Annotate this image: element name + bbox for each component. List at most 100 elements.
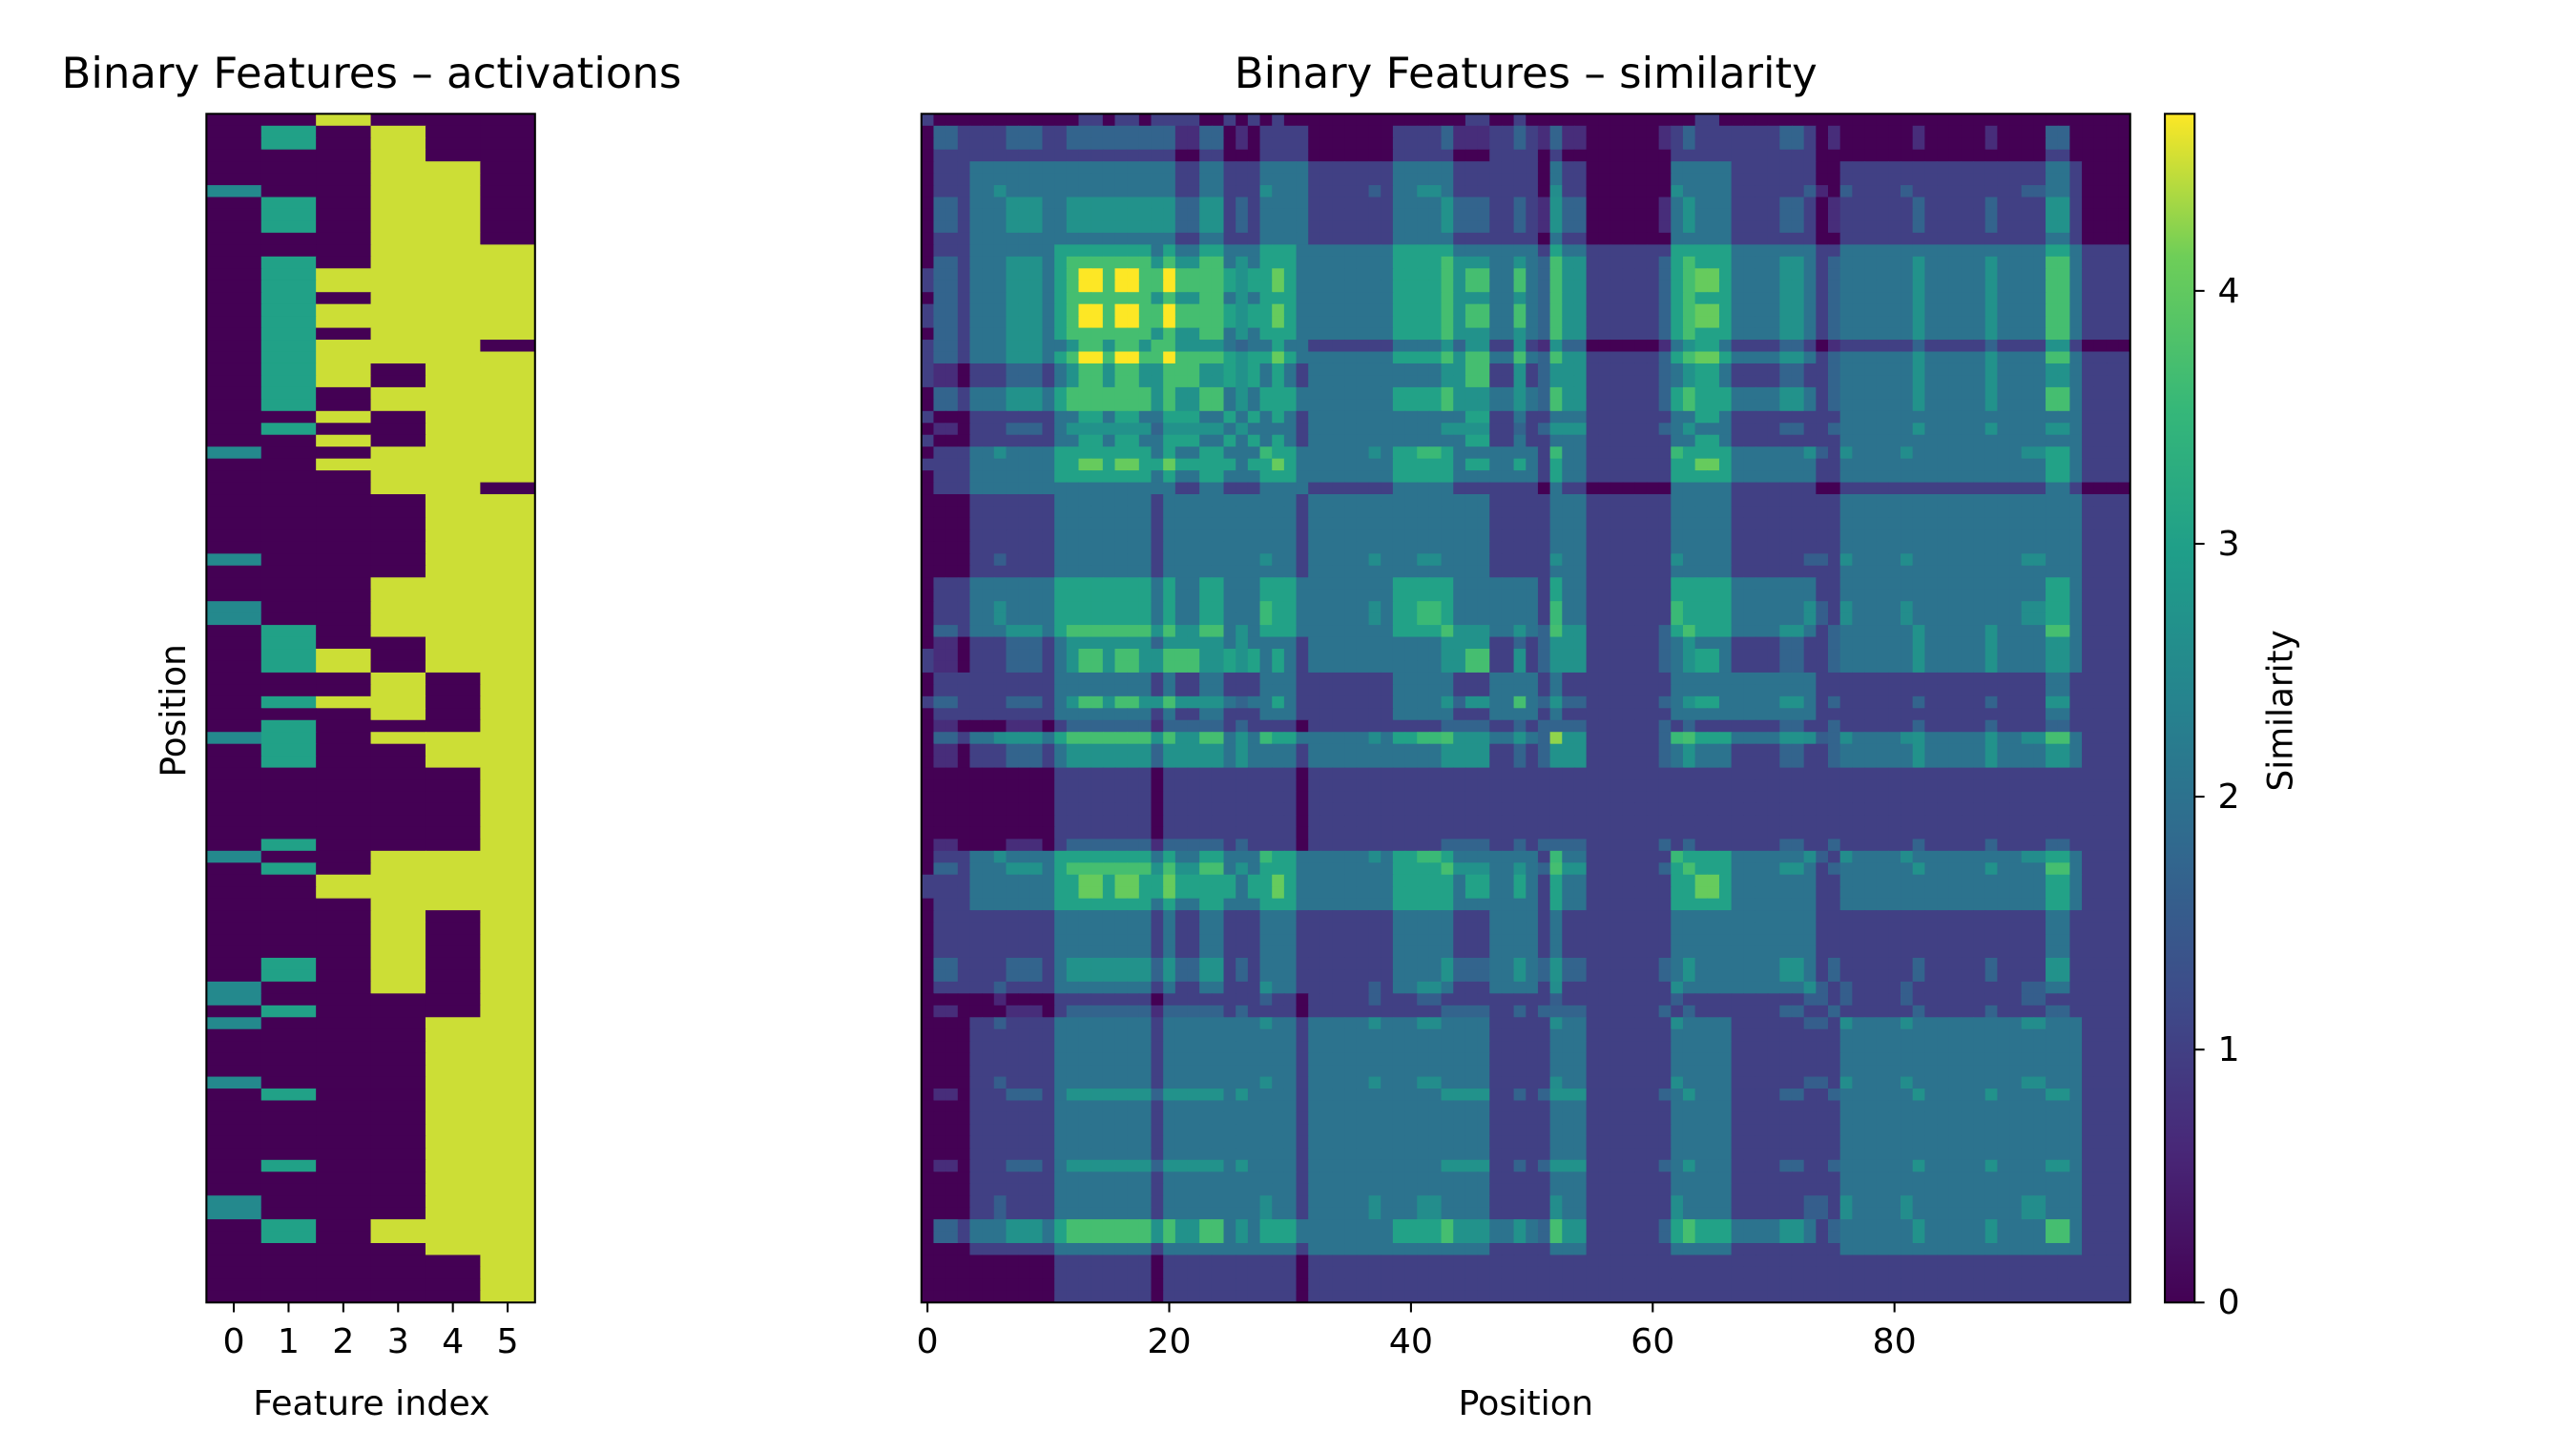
similarity-cell: [1223, 185, 1236, 198]
similarity-cell: [1163, 340, 1176, 353]
similarity-cell: [1537, 589, 1551, 602]
similarity-cell: [1368, 161, 1381, 175]
similarity-cell: [982, 386, 995, 401]
similarity-cell: [1417, 506, 1430, 519]
similarity-cell: [1671, 423, 1684, 436]
similarity-cell: [1803, 506, 1818, 519]
similarity-cell: [1937, 458, 1950, 471]
activation-cell: [316, 1219, 372, 1233]
similarity-cell: [945, 173, 959, 186]
similarity-cell: [2033, 601, 2046, 614]
similarity-cell: [1018, 612, 1031, 626]
similarity-cell: [1912, 363, 1926, 377]
similarity-cell: [2021, 340, 2035, 353]
similarity-cell: [1984, 506, 1999, 519]
similarity-cell: [933, 541, 946, 555]
activation-cell: [480, 410, 536, 424]
similarity-cell: [1671, 292, 1684, 305]
activation-cell: [316, 244, 372, 258]
similarity-cell: [1163, 292, 1176, 305]
similarity-cell: [1888, 256, 1901, 269]
similarity-cell: [1102, 482, 1116, 495]
similarity-cell: [1901, 316, 1914, 329]
similarity-cell: [1646, 375, 1660, 388]
similarity-cell: [1622, 541, 1635, 555]
similarity-cell: [2106, 446, 2119, 460]
similarity-cell: [933, 577, 946, 591]
similarity-cell: [1465, 327, 1479, 341]
similarity-cell: [1562, 316, 1575, 329]
similarity-cell: [1586, 351, 1599, 364]
similarity-cell: [1827, 565, 1841, 578]
activation-cell: [425, 589, 482, 602]
similarity-cell: [1513, 256, 1527, 269]
activation-cell: [316, 660, 372, 674]
similarity-cell: [2118, 208, 2131, 222]
similarity-cell: [1997, 434, 2010, 447]
similarity-cell: [1646, 363, 1660, 377]
similarity-cell: [1513, 541, 1527, 555]
similarity-cell: [1404, 268, 1418, 281]
similarity-cell: [1211, 114, 1225, 127]
similarity-cell: [1247, 375, 1261, 388]
similarity-cell: [1272, 351, 1285, 364]
similarity-cell: [1864, 280, 1878, 293]
similarity-cell: [1961, 292, 1974, 305]
similarity-cell: [1537, 541, 1551, 555]
similarity-cell: [1223, 327, 1236, 341]
similarity-cell: [1114, 625, 1128, 638]
similarity-cell: [921, 565, 935, 578]
similarity-cell: [1453, 173, 1466, 186]
similarity-cell: [1973, 506, 1986, 519]
similarity-cell: [1901, 529, 1914, 543]
similarity-cell: [1852, 589, 1865, 602]
activation-cell: [206, 826, 262, 840]
activation-cell: [425, 197, 482, 210]
similarity-cell: [1417, 185, 1430, 198]
similarity-cell: [2093, 410, 2108, 424]
similarity-cell: [1707, 125, 1720, 138]
similarity-cell: [1078, 208, 1091, 222]
similarity-cell: [2093, 268, 2108, 281]
similarity-cell: [2069, 423, 2083, 436]
activation-cell: [425, 482, 482, 495]
similarity-cell: [1791, 375, 1805, 388]
similarity-cell: [1864, 470, 1878, 484]
similarity-cell: [1827, 423, 1841, 436]
similarity-cell: [945, 185, 959, 198]
similarity-cell: [1803, 434, 1818, 447]
similarity-cell: [1102, 292, 1116, 305]
similarity-cell: [2093, 470, 2108, 484]
similarity-cell: [1404, 529, 1418, 543]
similarity-cell: [1852, 410, 1865, 424]
similarity-cell: [1803, 565, 1818, 578]
similarity-cell: [1392, 292, 1406, 305]
similarity-cell: [1610, 327, 1624, 341]
similarity-cell: [1417, 625, 1430, 638]
similarity-cell: [1767, 601, 1781, 614]
similarity-cell: [921, 173, 935, 186]
similarity-cell: [1634, 303, 1648, 317]
similarity-cell: [1381, 256, 1394, 269]
activation-cell: [316, 684, 372, 697]
similarity-cell: [1381, 340, 1394, 353]
similarity-cell: [1319, 529, 1334, 543]
similarity-cell: [1682, 232, 1696, 246]
similarity-cell: [1404, 244, 1418, 258]
similarity-cell: [1876, 161, 1890, 175]
similarity-cell: [1707, 589, 1720, 602]
similarity-cell: [1537, 375, 1551, 388]
activation-cell: [370, 779, 426, 793]
similarity-cell: [1671, 114, 1684, 127]
similarity-cell: [1827, 612, 1841, 626]
similarity-cell: [1671, 482, 1684, 495]
similarity-cell: [1573, 149, 1588, 162]
similarity-cell: [1513, 625, 1527, 638]
similarity-cell: [1477, 137, 1490, 151]
similarity-cell: [1852, 375, 1865, 388]
similarity-cell: [1392, 458, 1406, 471]
activation-cell: [425, 125, 482, 138]
similarity-cell: [1682, 351, 1696, 364]
similarity-cell: [2093, 446, 2108, 460]
similarity-cell: [2009, 173, 2023, 186]
